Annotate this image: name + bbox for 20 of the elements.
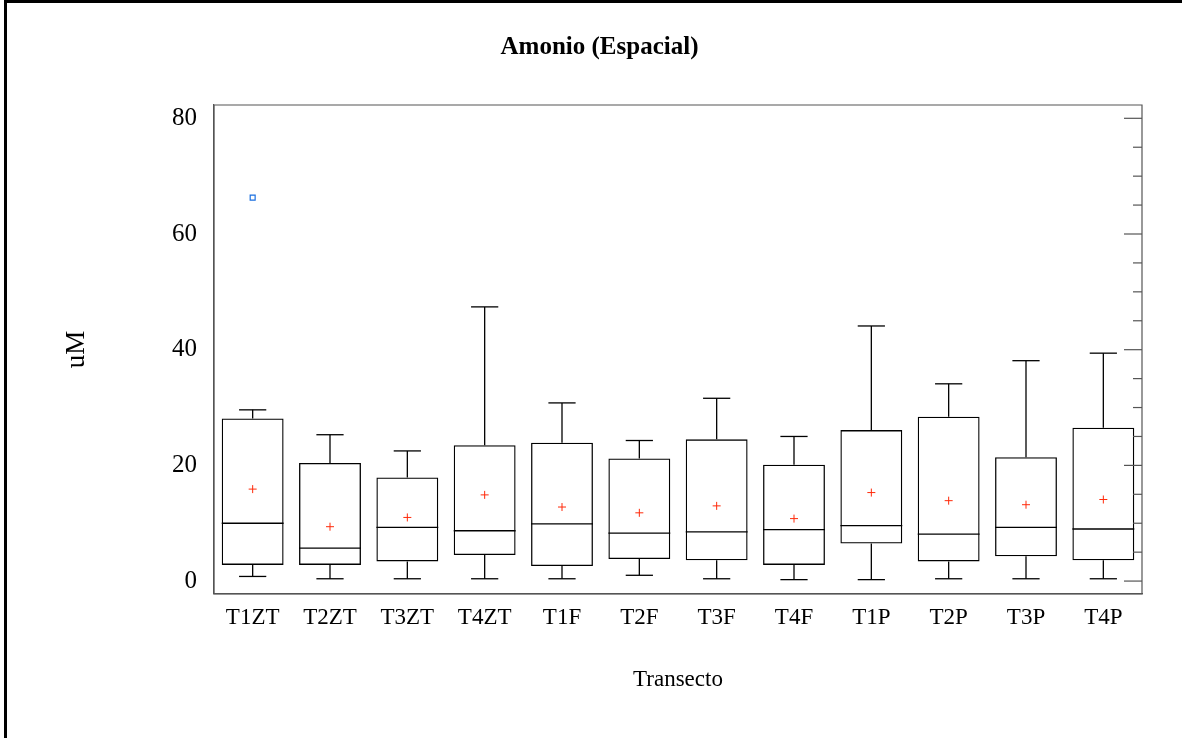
x-tick-label: T3F [697, 603, 736, 629]
y-tick-label: 40 [172, 334, 197, 362]
x-tick-label: T4P [1084, 603, 1123, 629]
chart-title: Amonio (Espacial) [500, 32, 699, 61]
x-tick-label: T3P [1006, 603, 1046, 629]
x-tick-label: T2P [929, 603, 968, 629]
x-tick-label: T4F [774, 603, 814, 629]
y-tick-label: 0 [184, 565, 197, 593]
x-tick-label: T4ZT [457, 603, 512, 629]
y-tick-label: 60 [172, 218, 197, 246]
y-tick-label: 80 [172, 102, 197, 130]
x-axis-title: Transecto [633, 666, 723, 692]
x-tick-label: T1P [852, 603, 891, 629]
y-axis-title: uM [60, 330, 91, 369]
y-tick-label: 20 [172, 449, 197, 477]
x-tick-label: T2F [620, 603, 659, 629]
x-tick-label: T1F [542, 603, 582, 629]
x-tick-label: T1ZT [225, 603, 280, 629]
x-tick-label: T3ZT [380, 603, 435, 629]
x-tick-label: T2ZT [303, 603, 357, 629]
